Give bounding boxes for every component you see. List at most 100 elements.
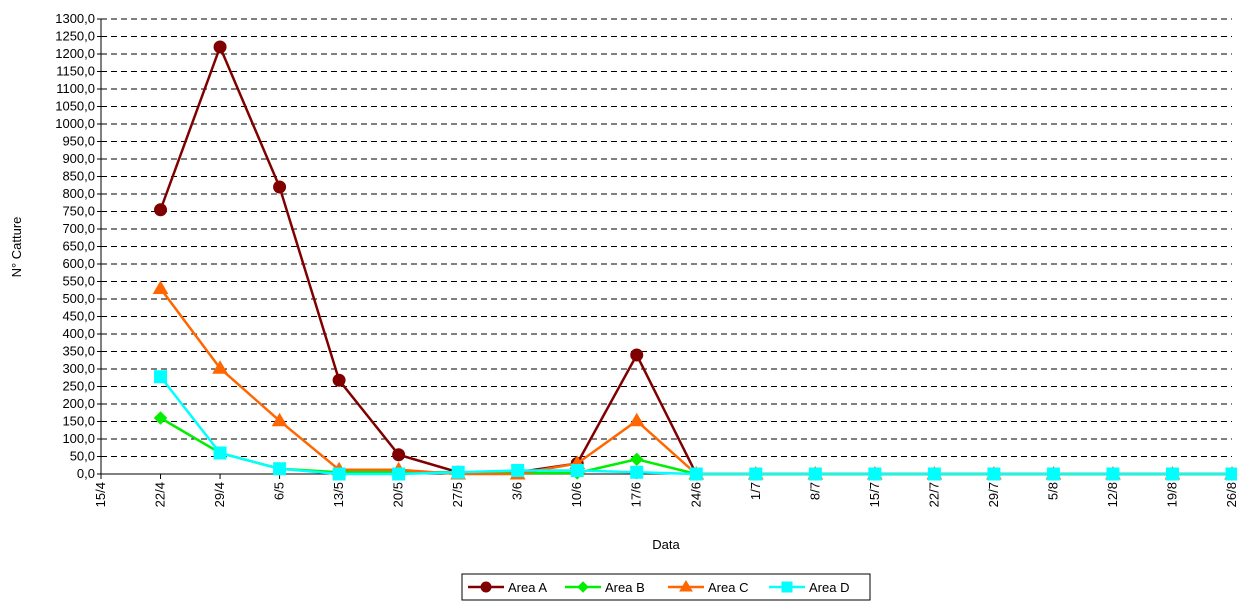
x-tick-label: 6/5 xyxy=(272,482,287,500)
data-point xyxy=(630,348,644,362)
legend-item: Area A xyxy=(468,580,547,595)
data-point xyxy=(570,464,584,477)
x-tick-label: 1/7 xyxy=(748,482,763,500)
data-point xyxy=(1165,467,1179,481)
data-point xyxy=(451,465,465,479)
data-point xyxy=(152,280,169,294)
x-tick-label: 29/7 xyxy=(986,482,1001,507)
y-tick-label: 600,0 xyxy=(62,256,95,271)
x-tick-label: 8/7 xyxy=(807,482,822,500)
data-point xyxy=(213,40,227,54)
data-point xyxy=(1106,467,1120,481)
y-tick-label: 900,0 xyxy=(62,151,95,166)
legend-item: Area C xyxy=(668,580,748,595)
x-tick-label: 27/5 xyxy=(450,482,465,507)
x-tick-label: 29/4 xyxy=(212,482,227,507)
legend-label: Area B xyxy=(605,580,645,595)
data-point xyxy=(630,452,644,467)
x-tick-label: 10/6 xyxy=(569,482,584,507)
x-tick-label: 20/5 xyxy=(391,482,406,507)
data-point xyxy=(689,467,703,481)
y-tick-label: 200,0 xyxy=(62,396,95,411)
y-tick-label: 1300,0 xyxy=(55,11,95,26)
y-tick-label: 1100,0 xyxy=(56,81,95,96)
series-group xyxy=(152,40,1237,481)
y-tick-label: 950,0 xyxy=(62,134,95,149)
y-tick-label: 1000,0 xyxy=(55,116,95,131)
data-point xyxy=(630,465,644,479)
y-tick-label: 1250,0 xyxy=(55,29,95,44)
data-point xyxy=(808,467,822,481)
series-area-c xyxy=(152,280,1237,480)
data-point xyxy=(868,467,882,481)
data-point xyxy=(781,581,793,593)
data-point xyxy=(332,467,346,481)
data-point xyxy=(628,412,645,427)
x-tick-label: 3/6 xyxy=(510,482,525,500)
y-tick-label: 850,0 xyxy=(62,169,95,184)
y-tick-label: 800,0 xyxy=(62,186,95,201)
x-tick-label: 5/8 xyxy=(1045,482,1060,500)
x-tick-label: 22/7 xyxy=(926,482,941,507)
y-tick-label: 300,0 xyxy=(62,361,95,376)
y-tick-label: 500,0 xyxy=(62,291,95,306)
data-point xyxy=(153,411,168,425)
y-axis-ticks: 0,0 50,0 100,0 150,0 200,0 250,0 300,0 350,0 400… xyxy=(55,11,101,481)
y-tick-label: 450,0 xyxy=(62,309,95,324)
data-point xyxy=(480,581,492,593)
legend-label: Area C xyxy=(708,580,748,595)
y-tick-label: 250,0 xyxy=(62,379,95,394)
y-tick-label: 700,0 xyxy=(62,221,95,236)
data-point xyxy=(213,446,227,460)
y-tick-label: 1200,0 xyxy=(55,46,95,61)
y-tick-label: 350,0 xyxy=(62,344,95,359)
data-point xyxy=(154,203,168,217)
data-point xyxy=(1046,467,1060,481)
series-line xyxy=(159,43,1232,476)
series-area-d xyxy=(154,370,1237,481)
data-point xyxy=(212,360,228,374)
data-point xyxy=(271,412,288,427)
y-tick-label: 150,0 xyxy=(62,414,95,429)
y-tick-label: 100,0 xyxy=(62,431,95,446)
x-tick-label: 13/5 xyxy=(331,482,346,507)
data-point xyxy=(577,581,589,593)
y-tick-label: 550,0 xyxy=(62,274,95,289)
x-tick-label: 24/6 xyxy=(688,482,703,507)
data-point xyxy=(392,467,406,481)
y-axis-title: N° Catture xyxy=(9,217,24,278)
data-point xyxy=(1225,467,1237,481)
y-tick-label: 1050,0 xyxy=(55,99,95,114)
x-axis-ticks: 15/4 22/4 29/4 6/5 13/5 20/5 27/5 3/6 10/6 17/6 24… xyxy=(93,474,1237,507)
data-point xyxy=(927,467,941,481)
x-tick-label: 17/6 xyxy=(629,482,644,507)
series-line xyxy=(159,375,1232,476)
data-point xyxy=(392,448,406,462)
data-point xyxy=(511,464,525,477)
legend: Area A Area B Area C Area D xyxy=(461,573,871,601)
x-tick-label: 19/8 xyxy=(1164,482,1179,507)
x-tick-label: 12/8 xyxy=(1105,482,1120,507)
y-tick-label: 0,0 xyxy=(77,466,95,481)
data-point xyxy=(273,462,287,476)
y-tick-label: 1150,0 xyxy=(56,64,95,79)
series-line xyxy=(159,416,1232,476)
data-point xyxy=(154,370,168,384)
x-tick-label: 15/4 xyxy=(93,482,108,507)
x-axis-title: Data xyxy=(652,537,680,552)
y-tick-label: 400,0 xyxy=(62,326,95,341)
y-tick-label: 750,0 xyxy=(62,204,95,219)
x-tick-label: 22/4 xyxy=(153,482,168,507)
legend-label: Area A xyxy=(508,580,547,595)
data-point xyxy=(987,467,1001,481)
y-tick-label: 650,0 xyxy=(62,239,95,254)
legend-item: Area D xyxy=(769,580,849,595)
x-tick-label: 15/7 xyxy=(867,482,882,507)
data-point xyxy=(332,373,346,387)
x-tick-label: 26/8 xyxy=(1224,482,1237,507)
legend-label: Area D xyxy=(809,580,849,595)
legend-item: Area B xyxy=(565,580,645,595)
data-point xyxy=(273,180,287,194)
y-tick-label: 50,0 xyxy=(70,449,95,464)
